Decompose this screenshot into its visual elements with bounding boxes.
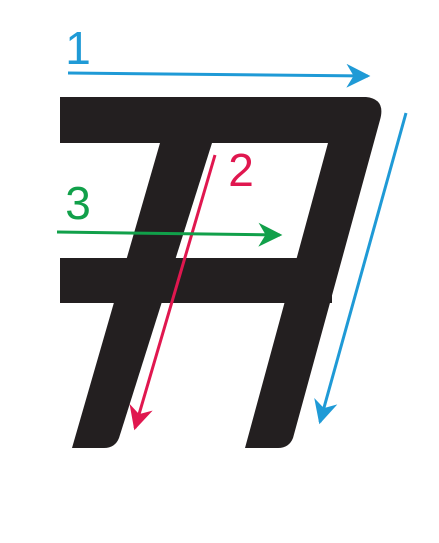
glyph-top-stroke	[60, 97, 382, 448]
glyph	[60, 97, 382, 448]
arrow-1	[67, 63, 371, 88]
stroke-label: 3	[65, 177, 91, 229]
stroke-label: 2	[228, 144, 254, 196]
arrow-2	[129, 154, 217, 431]
glyph-middle-stroke	[60, 258, 332, 303]
stroke-label: 1	[65, 22, 91, 74]
arrow-3	[56, 222, 283, 247]
arrow-1-down	[314, 112, 408, 425]
